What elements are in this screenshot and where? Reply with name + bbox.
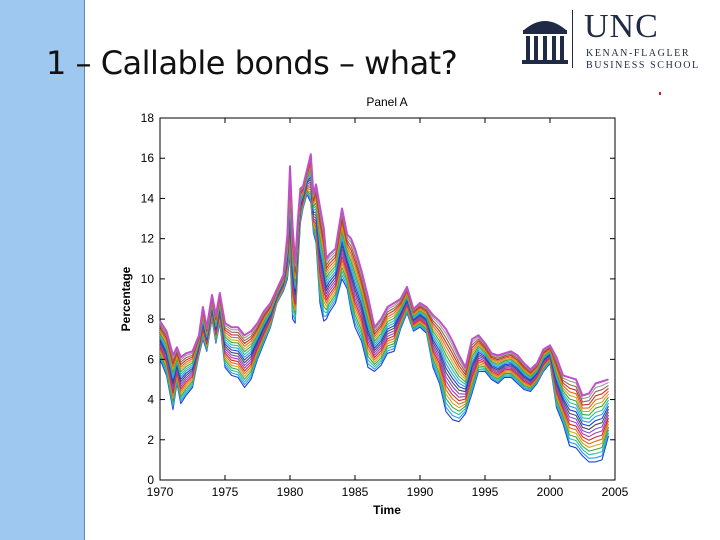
x-tick-label: 1985 (342, 485, 369, 499)
x-tick-label: 1970 (147, 485, 174, 499)
x-tick-label: 2000 (537, 485, 564, 499)
y-axis: 0 2 4 6 8 10 12 14 16 18 (141, 111, 615, 487)
y-tick-label: 6 (147, 352, 154, 366)
series-line (159, 190, 610, 452)
series-line (159, 173, 609, 423)
y-tick-label: 2 (147, 433, 154, 447)
series-line (159, 193, 610, 463)
slide-title: 1 – Callable bonds – what? (46, 44, 458, 82)
x-tick-label: 1995 (472, 485, 499, 499)
series-lines (159, 153, 610, 463)
chart-panel-a: 1970 1975 1980 1985 1990 1995 2000 2005 0 2 4 6 8 10… (100, 92, 660, 532)
y-tick-label: 0 (147, 473, 154, 487)
x-tick-label: 2005 (602, 485, 629, 499)
series-line (159, 171, 609, 420)
y-tick-label: 16 (141, 151, 155, 165)
plot-area (159, 117, 616, 481)
chart-title: Panel A (366, 95, 407, 109)
series-line (159, 187, 610, 445)
red-mark (659, 92, 661, 95)
x-tick-label: 1975 (212, 485, 239, 499)
y-tick-label: 14 (141, 191, 155, 205)
logo-subtitle-line1: KENAN-FLAGLER (586, 48, 691, 59)
y-tick-label: 4 (147, 393, 154, 407)
series-line (159, 161, 609, 406)
logo-divider (572, 10, 573, 68)
series-line (159, 192, 610, 459)
y-tick-label: 12 (141, 232, 155, 246)
x-tick-label: 1990 (407, 485, 434, 499)
logo-subtitle-line2: BUSINESS SCHOOL (586, 60, 700, 71)
logo-name: UNC (584, 8, 659, 45)
series-line (159, 184, 610, 438)
series-line (159, 188, 610, 449)
y-tick-label: 18 (141, 111, 155, 125)
series-line (159, 163, 609, 409)
unc-kenan-flagler-logo: UNC KENAN-FLAGLER BUSINESS SCHOOL (520, 6, 715, 72)
series-line (159, 176, 609, 427)
y-tick-label: 10 (141, 272, 155, 286)
slide-accent-band (0, 0, 85, 540)
x-tick-label: 1980 (277, 485, 304, 499)
series-line (159, 179, 609, 431)
line-chart: 1970 1975 1980 1985 1990 1995 2000 2005 0 2 4 6 8 10… (119, 95, 629, 517)
series-line (159, 166, 609, 413)
x-axis-label: Time (373, 503, 401, 517)
series-line (159, 181, 610, 434)
old-well-icon (522, 21, 568, 64)
x-axis: 1970 1975 1980 1985 1990 1995 2000 2005 (147, 118, 629, 499)
series-line (159, 168, 609, 416)
y-axis-label: Percentage (119, 266, 133, 331)
series-line (159, 191, 610, 456)
y-tick-label: 8 (147, 312, 154, 326)
series-line (159, 153, 609, 397)
series-line (159, 186, 610, 441)
series-line (159, 158, 609, 403)
